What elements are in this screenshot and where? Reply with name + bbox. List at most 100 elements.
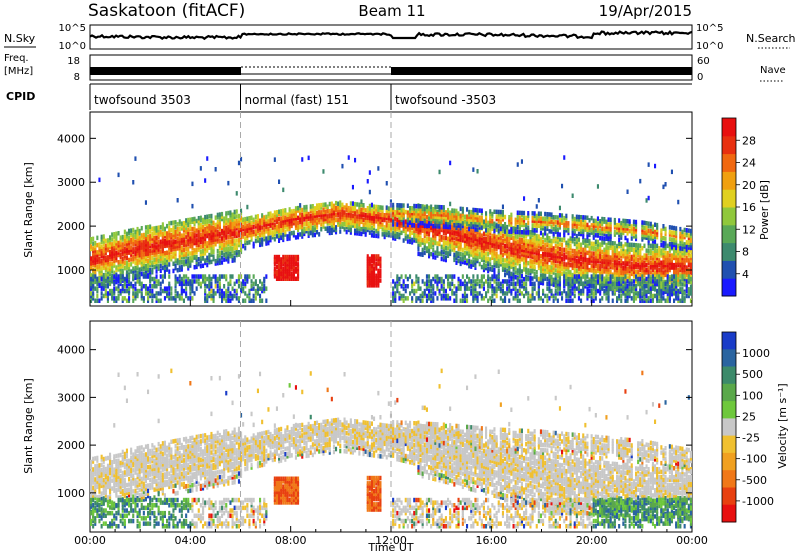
echo-cell [229,220,232,225]
echo-cell [508,232,511,238]
echo-cell [322,207,325,212]
echo-cell [252,232,255,237]
echo-cell [221,211,224,217]
echo-cell [191,238,194,244]
echo-cell [438,169,441,175]
echo-cell [571,214,574,219]
echo-cell [235,231,238,236]
echo-cell [98,177,101,183]
echo-cell [246,230,249,236]
echo-cell [497,271,500,276]
echo-cell [516,215,519,220]
echo-cell [383,225,386,230]
echo-cell [402,222,405,228]
echo-cell [406,284,409,289]
echo-cell [178,241,181,246]
echo-cell [123,249,126,254]
echo-cell [229,227,232,232]
echo-cell [423,240,426,246]
echo-cell [119,266,122,272]
echo-cell [518,242,521,247]
echo-cell [142,259,145,264]
echo-cell [368,189,371,195]
echo-cell [529,230,532,235]
echo-cell [436,214,439,219]
echo-cell [227,220,230,225]
echo-cell [504,222,507,227]
echo-cell [202,251,205,256]
echo-cell [459,230,462,235]
echo-cell [138,245,141,251]
echo-cell [425,239,428,244]
echo-cell [297,232,300,237]
echo-cell [474,258,477,263]
echo-cell [216,224,219,230]
echo-cell [428,206,431,212]
echo-cell [349,211,352,216]
echo-cell [544,257,547,262]
echo-cell [512,243,515,248]
echo-cell [493,246,496,251]
echo-cell [501,212,504,217]
echo-cell [366,254,369,259]
echo-cell [288,259,291,265]
echo-cell [535,270,538,275]
echo-cell [163,234,166,239]
echo-cell [474,207,477,213]
echo-cell [263,284,266,289]
echo-cell [451,288,454,294]
echo-cell [326,204,329,209]
echo-cell [514,217,517,223]
echo-cell [208,284,211,289]
echo-cell [246,274,249,279]
echo-cell [529,271,532,276]
echo-cell [531,211,534,216]
echo-cell [423,293,426,299]
echo-cell [214,258,217,264]
echo-cell [347,155,350,160]
echo-cell [111,261,114,266]
echo-cell [316,220,319,225]
echo-cell [115,255,118,261]
echo-cell [307,221,310,226]
echo-cell [383,215,386,220]
echo-cell [485,211,488,216]
echo-cell [94,286,97,291]
echo-cell [453,223,456,228]
echo-cell [409,206,412,211]
echo-cell [284,229,287,235]
echo-cell [539,276,542,282]
echo-cell [577,237,580,242]
echo-cell [233,214,236,219]
echo-cell [267,226,270,231]
echo-cell [180,250,183,255]
echo-cell [235,250,238,255]
echo-cell [404,231,407,236]
echo-cell [561,213,564,218]
echo-cell [189,239,192,244]
echo-cell [529,261,532,266]
echo-cell [197,237,200,243]
echo-cell [163,253,166,258]
echo-cell [92,248,95,254]
echo-cell [548,236,551,241]
echo-cell [457,223,460,228]
echo-cell [516,268,519,273]
echo-cell [468,232,471,237]
echo-cell [106,279,109,284]
echo-cell [286,274,289,279]
echo-cell [345,203,348,208]
echo-cell [218,224,221,229]
echo-cell [134,234,137,240]
echo-cell [550,238,553,244]
echo-cell [233,221,236,227]
echo-cell [499,252,502,257]
echo-cell [586,279,589,285]
echo-cell [94,253,97,258]
echo-cell [250,234,253,240]
echo-cell [282,232,285,238]
echo-cell [554,273,557,278]
echo-cell [590,215,593,221]
echo-cell [423,291,426,296]
echo-cell [288,257,291,262]
